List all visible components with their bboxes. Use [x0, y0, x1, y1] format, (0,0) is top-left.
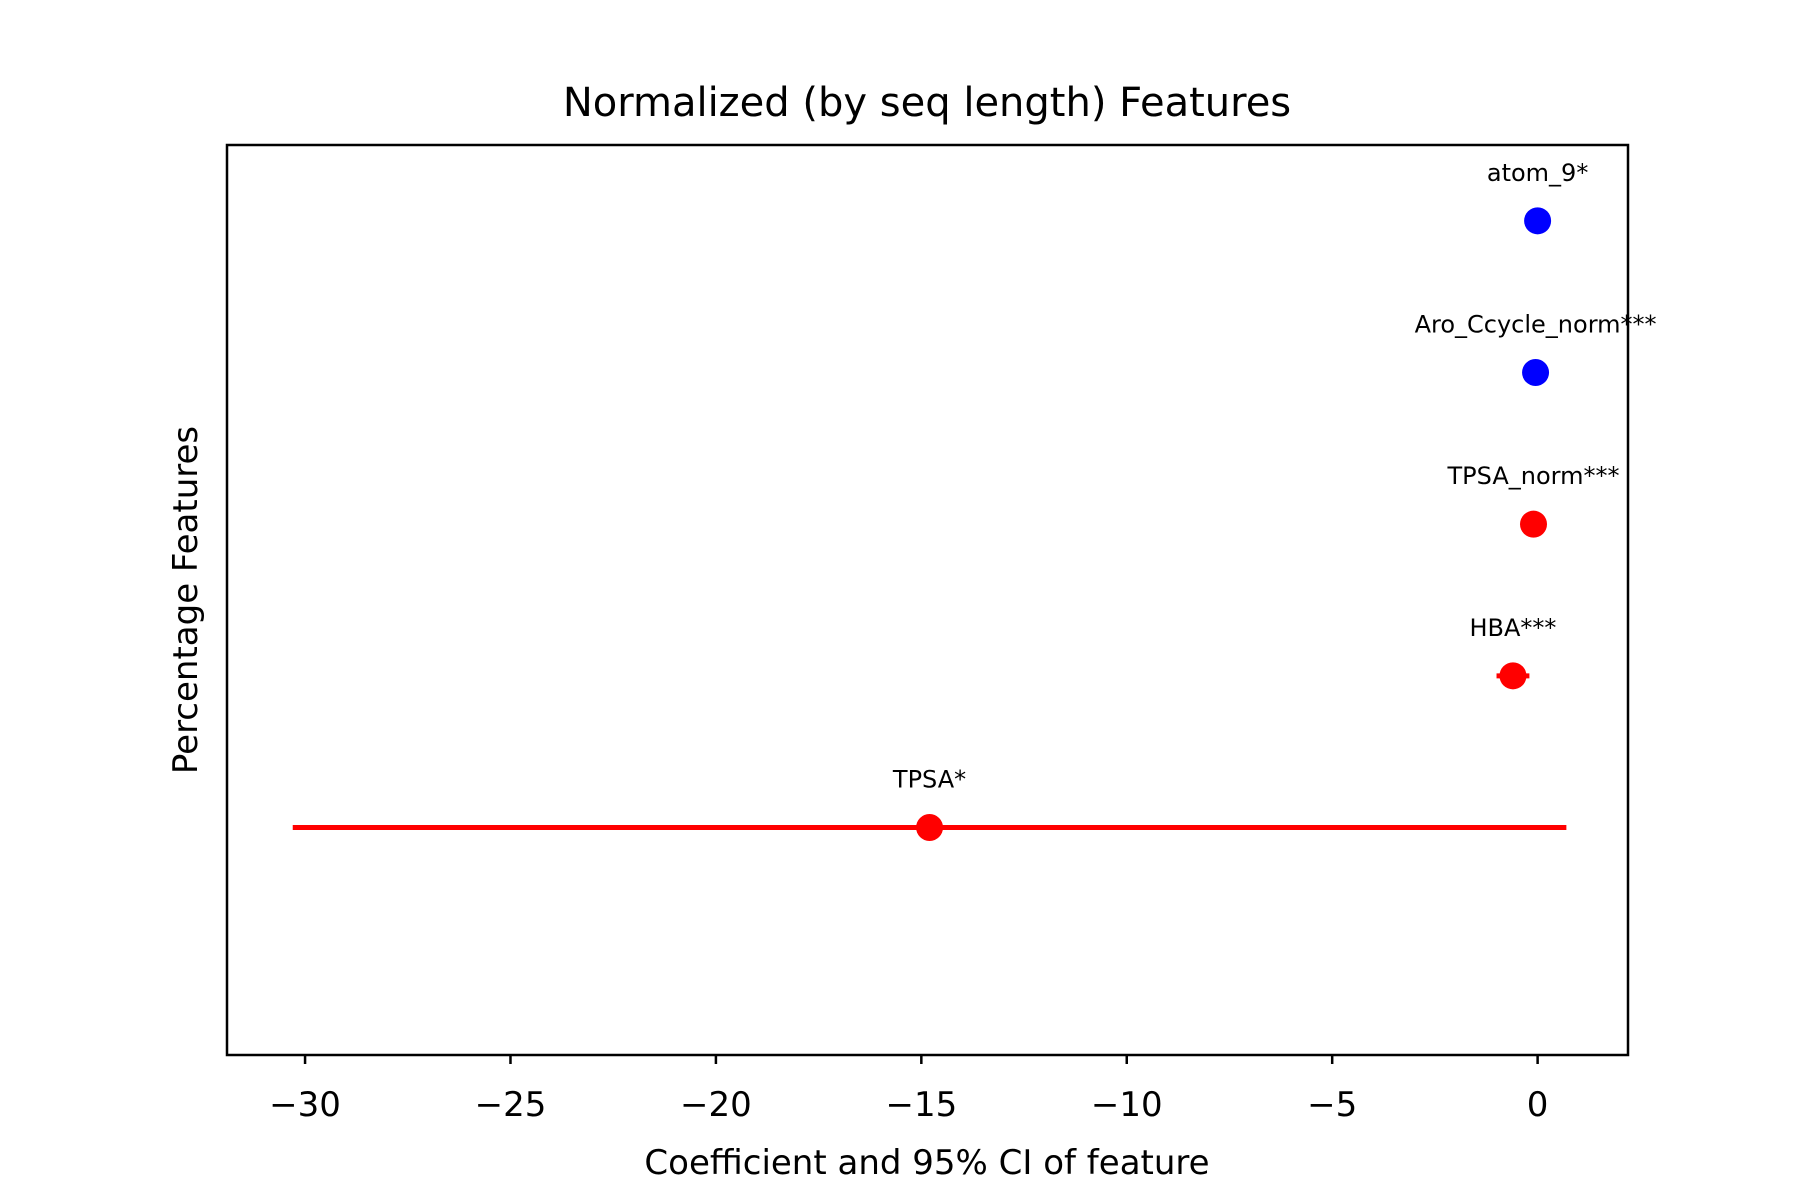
- point-label-0: atom_9*: [1487, 159, 1588, 187]
- point-label-2: TPSA_norm***: [1447, 462, 1620, 490]
- data-point-0: [1524, 207, 1552, 235]
- x-tick-label-3: −15: [885, 1085, 957, 1125]
- data-point-2: [1520, 510, 1548, 538]
- x-axis-label: Coefficient and 95% CI of feature: [644, 1143, 1209, 1183]
- point-label-3: HBA***: [1469, 614, 1556, 642]
- plot-area: atom_9* Aro_Ccycle_norm*** TPSA_norm*** HBA…: [292, 159, 1657, 841]
- data-point-1: [1522, 359, 1550, 386]
- x-tick-label-1: −25: [475, 1085, 547, 1125]
- data-point-3: [1499, 662, 1527, 690]
- data-point-4: [916, 814, 944, 841]
- plot-frame: [225, 143, 1630, 1057]
- y-axis-label: Percentage Features: [166, 426, 206, 774]
- x-tick-label-5: −5: [1307, 1085, 1357, 1125]
- point-label-1: Aro_Ccycle_norm***: [1415, 311, 1657, 339]
- x-axis-ticks: −30 −25 −20 −15 −10 −5 0: [269, 1055, 1548, 1125]
- x-tick-label-4: −10: [1091, 1085, 1163, 1125]
- point-label-4: TPSA*: [892, 766, 966, 794]
- x-tick-label-2: −20: [680, 1085, 752, 1125]
- chart-title: Normalized (by seq length) Features: [563, 80, 1291, 126]
- x-tick-label-6: 0: [1527, 1085, 1549, 1125]
- x-tick-label-0: −30: [269, 1085, 341, 1125]
